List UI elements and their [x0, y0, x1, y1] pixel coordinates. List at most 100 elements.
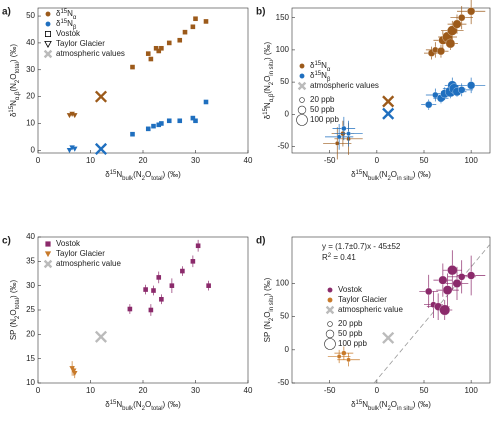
- text-part: (N: [9, 83, 18, 92]
- text-part: 2: [387, 406, 391, 412]
- text-part: total: [151, 406, 162, 412]
- y-axis-label: SP (N2Oin situ) (‰): [263, 277, 274, 342]
- marker: [71, 370, 78, 377]
- marker: [452, 19, 462, 29]
- text-part: N: [263, 102, 272, 108]
- marker: [151, 288, 156, 293]
- legend-label: Taylor Glacier: [338, 295, 387, 304]
- x-axis-label: δ15Nbulk(N2Ototal) (‰): [105, 170, 181, 182]
- annotation: y = (1.7±0.7)x - 45±52: [322, 242, 401, 251]
- marker: [458, 86, 466, 94]
- text-part: O: [391, 170, 397, 179]
- legend-size-label: 50 ppb: [310, 105, 335, 114]
- text-part: β: [327, 77, 331, 83]
- text-part: bulk: [122, 406, 134, 412]
- legend-size-marker: [299, 97, 305, 103]
- text-part: Vostok: [56, 239, 81, 248]
- text-part: Taylor Glacier: [56, 39, 105, 48]
- marker: [206, 283, 211, 288]
- text-part: in situ: [397, 176, 413, 182]
- y-tick-label: 10: [26, 119, 35, 128]
- legend-size-label: 20 ppb: [338, 319, 363, 328]
- y-tick-label: 40: [26, 38, 35, 47]
- y-axis-label: δ15Nα,β(N2Ototal) (‰): [9, 44, 21, 117]
- marker: [127, 306, 133, 312]
- marker: [151, 123, 156, 129]
- marker: [425, 287, 433, 296]
- legend-size-label: 100 ppb: [310, 115, 339, 124]
- x-tick-label: 20: [139, 386, 148, 395]
- y-tick-label: 0: [285, 109, 290, 118]
- text-part: β: [73, 25, 77, 31]
- y-tick-label: 20: [26, 329, 35, 338]
- annotation: R2 = 0.41: [322, 253, 356, 263]
- text-part: bulk: [368, 406, 380, 412]
- text-part: ) (‰): [163, 170, 182, 179]
- marker: [153, 45, 159, 51]
- x-tick-label: 40: [244, 156, 253, 165]
- legend-label: Vostok: [56, 29, 81, 38]
- x-tick-label: 20: [139, 156, 148, 165]
- text-part: δ: [56, 19, 61, 28]
- marker: [203, 99, 209, 105]
- marker: [341, 350, 347, 356]
- marker: [195, 243, 201, 249]
- marker: [44, 251, 52, 258]
- text-part: bulk: [368, 176, 380, 182]
- y-tick-label: 0: [31, 145, 36, 154]
- text-part: ) (‰): [263, 277, 272, 296]
- text-part: δ: [105, 400, 110, 409]
- marker: [458, 273, 466, 281]
- legend-label: atmospheric value: [338, 305, 403, 314]
- text-part: α,β: [15, 91, 21, 100]
- text-part: O: [145, 170, 151, 179]
- marker: [436, 47, 446, 56]
- marker: [467, 81, 476, 90]
- y-tick-label: 100: [276, 279, 290, 288]
- text-part: (N: [379, 170, 388, 179]
- marker: [336, 134, 342, 140]
- marker: [130, 131, 135, 137]
- y-tick-label: 50: [26, 11, 35, 20]
- marker: [203, 19, 209, 24]
- marker: [69, 145, 75, 151]
- y-tick-label: 30: [26, 65, 35, 74]
- marker: [439, 304, 451, 316]
- x-tick-label: 10: [86, 386, 95, 395]
- y-tick-label: 50: [280, 312, 289, 321]
- marker: [425, 101, 433, 109]
- legend-label: Vostok: [56, 239, 81, 248]
- marker: [382, 331, 395, 344]
- text-part: 15: [60, 19, 67, 25]
- marker: [43, 259, 53, 269]
- legend-label: δ15Nα: [310, 61, 331, 73]
- marker: [438, 275, 448, 285]
- marker: [94, 142, 108, 156]
- marker: [325, 305, 335, 315]
- text-part: O: [263, 312, 272, 318]
- text-part: O: [263, 76, 272, 82]
- marker: [297, 81, 307, 91]
- marker: [190, 259, 196, 264]
- marker: [182, 29, 188, 35]
- legend-label: δ15Nβ: [56, 19, 77, 31]
- marker: [341, 125, 347, 132]
- legend-label: Vostok: [338, 285, 363, 294]
- text-part: in situ: [269, 296, 275, 312]
- panel-label: d): [256, 236, 265, 247]
- marker: [148, 307, 154, 313]
- y-tick-label: 10: [26, 378, 35, 387]
- marker: [143, 287, 148, 292]
- marker: [467, 271, 476, 280]
- marker: [299, 73, 305, 79]
- marker: [177, 118, 183, 124]
- y-axis-label: SP (N2Ototal) (‰): [9, 279, 20, 340]
- marker: [94, 90, 108, 103]
- marker: [445, 38, 456, 49]
- text-part: N: [67, 19, 73, 28]
- text-part: 15: [314, 61, 321, 67]
- legend-size-marker: [297, 105, 307, 115]
- y-tick-label: 25: [26, 305, 35, 314]
- x-tick-label: 0: [375, 156, 380, 165]
